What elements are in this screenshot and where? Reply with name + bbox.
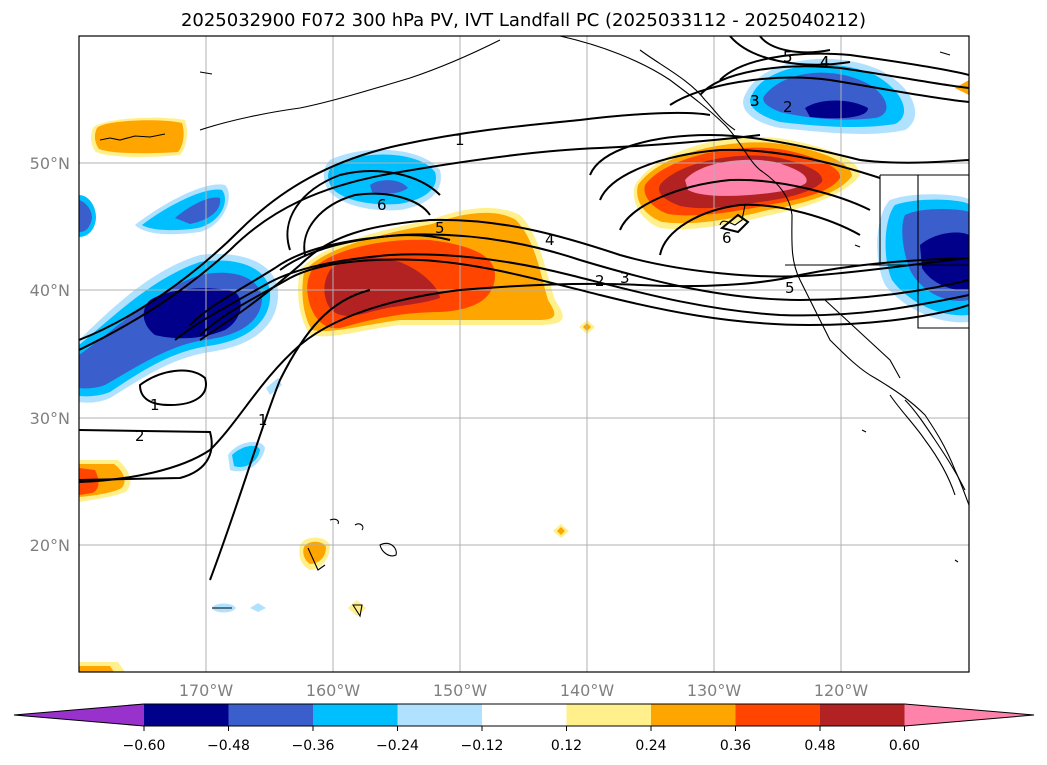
contour-label: 4	[820, 53, 830, 71]
gridlines	[79, 36, 969, 672]
contour-label: 3	[620, 269, 630, 287]
colorbar: −0.60 −0.48 −0.36 −0.24 −0.12 0.12 0.24 …	[13, 703, 1035, 754]
lon-label: 130°W	[687, 681, 742, 700]
contour-label: 4	[545, 231, 555, 249]
colorbar-bin	[482, 704, 567, 726]
contour-label: 1	[258, 411, 268, 429]
colorbar-tick-label: −0.12	[461, 738, 504, 754]
colorbar-bin	[397, 704, 482, 726]
map-frame	[78, 35, 970, 673]
map-panel	[79, 36, 969, 672]
contour-label: 6	[377, 196, 387, 214]
colorbar-extend-pos	[904, 704, 1034, 726]
contour-label: 1	[455, 131, 465, 149]
lat-label: 30°N	[30, 409, 70, 428]
colorbar-extend-neg	[14, 704, 144, 726]
colorbar-tick-label: 0.24	[635, 738, 666, 754]
colorbar-bin	[144, 704, 229, 726]
colorbar-tick-label: 0.60	[889, 738, 920, 754]
colorbar-tick-label: 0.48	[804, 738, 835, 754]
contour-label: 2	[135, 427, 145, 445]
map-title: 2025032900 F072 300 hPa PV, IVT Landfall…	[180, 10, 867, 31]
contour-label: 5	[435, 219, 445, 237]
lat-label: 40°N	[30, 281, 70, 300]
contour-label: 4	[820, 53, 830, 71]
contour-label: 1	[150, 396, 160, 414]
contour-label: 5	[783, 48, 793, 66]
lon-label: 160°W	[306, 681, 361, 700]
lat-label: 50°N	[30, 154, 70, 173]
colorbar-bin	[735, 704, 820, 726]
coastlines	[99, 36, 969, 618]
colorbar-tick-label: 0.36	[720, 738, 751, 754]
lat-label: 20°N	[30, 536, 70, 555]
contour-label: 2	[783, 98, 793, 116]
contour-label: 2	[595, 272, 605, 290]
contour-labels: 1 2 3 4 5 6 1 2 3 4 5 6 5 4 3 2 5 1	[135, 48, 830, 445]
lon-label: 140°W	[560, 681, 615, 700]
colorbar-bin	[566, 704, 651, 726]
lon-label: 170°W	[179, 681, 234, 700]
latitude-labels: 50°N 40°N 30°N 20°N	[30, 154, 70, 555]
colorbar-tick-label: −0.24	[376, 738, 419, 754]
colorbar-tick-label: −0.60	[123, 738, 166, 754]
colorbar-bin	[228, 704, 313, 726]
lon-label: 120°W	[814, 681, 869, 700]
contour-label: 3	[750, 92, 760, 110]
colorbar-bin	[820, 704, 905, 726]
contour-lines	[79, 36, 969, 581]
colorbar-bin	[651, 704, 736, 726]
colorbar-tick-label: −0.48	[207, 738, 250, 754]
colorbar-tick-label: 0.12	[551, 738, 582, 754]
contour-label: 5	[783, 48, 793, 66]
longitude-labels: 170°W 160°W 150°W 140°W 130°W 120°W	[179, 681, 869, 700]
colorbar-tick-label: −0.36	[292, 738, 335, 754]
lon-label: 150°W	[433, 681, 488, 700]
contour-label: 6	[722, 229, 732, 247]
contour-label: 5	[785, 279, 795, 297]
contour-label: 3	[750, 92, 760, 110]
colorbar-bin	[313, 704, 398, 726]
